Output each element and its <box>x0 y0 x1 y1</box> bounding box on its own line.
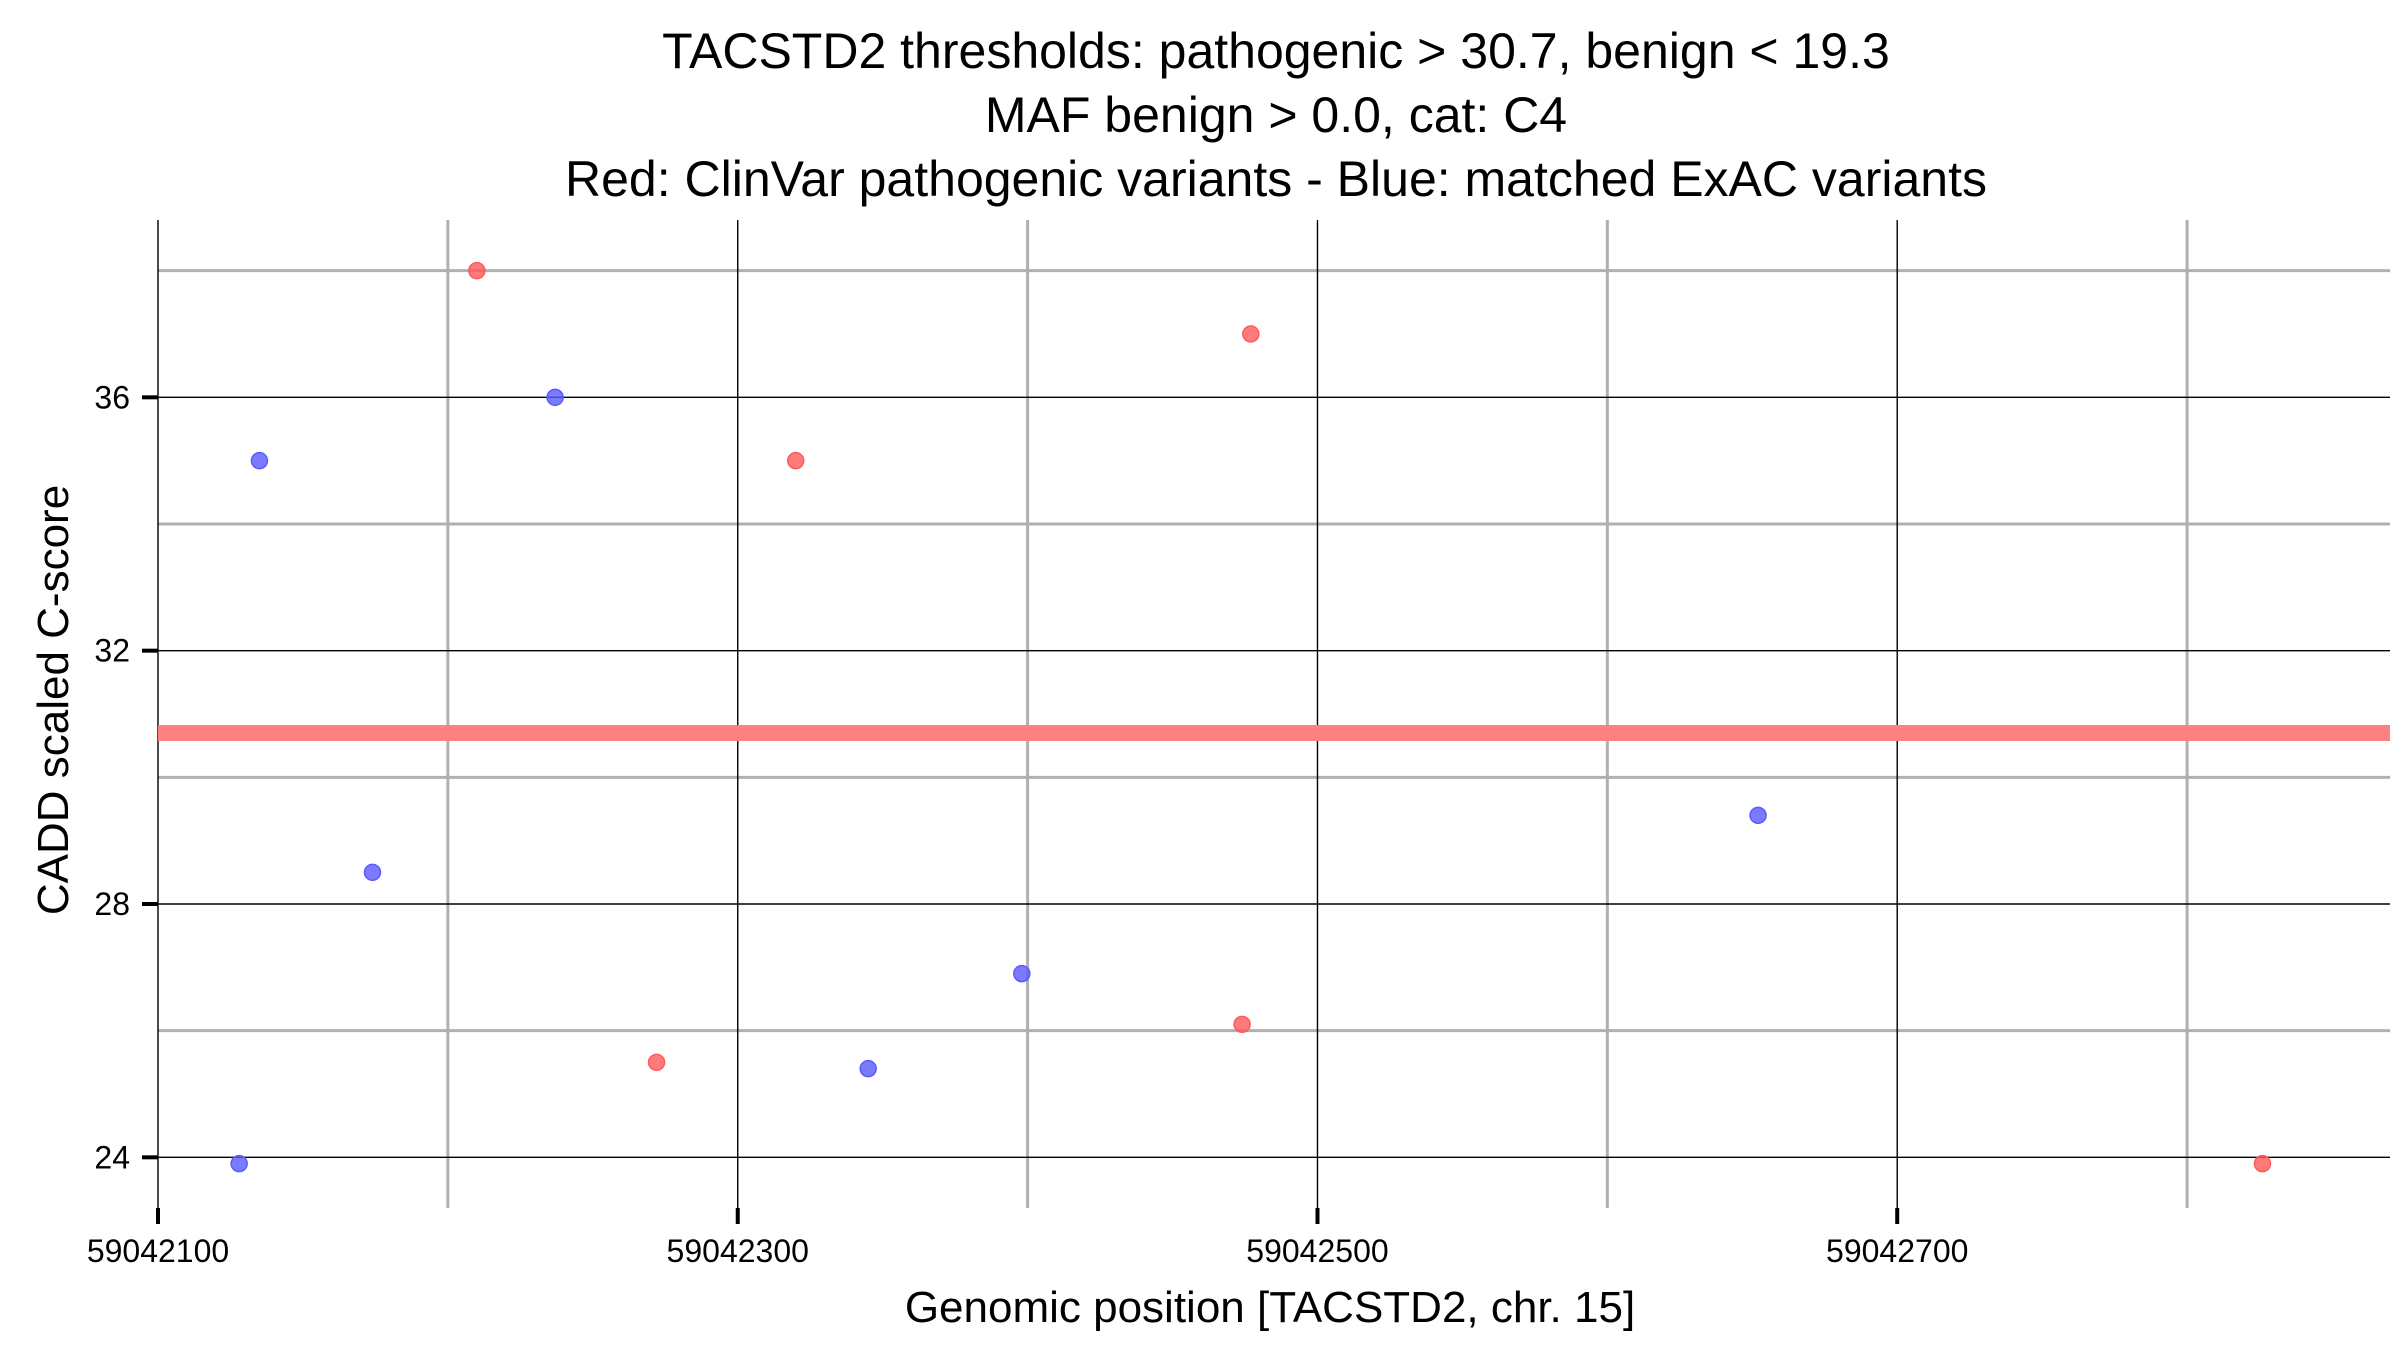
y-tick-label: 24 <box>94 1139 130 1175</box>
exac-variant-point <box>230 1154 248 1173</box>
x-tick-label: 59042300 <box>667 1233 809 1269</box>
y-axis-title: CADD scaled C-score <box>29 485 78 915</box>
exac-variant-point <box>859 1059 877 1078</box>
clinvar-pathogenic-point <box>786 451 805 470</box>
x-tick-label: 59042100 <box>87 1233 229 1269</box>
title-line-3: Red: ClinVar pathogenic variants - Blue:… <box>565 151 1987 207</box>
exac-variant-point <box>250 451 269 470</box>
clinvar-pathogenic-point <box>2253 1154 2272 1173</box>
clinvar-pathogenic-point <box>468 261 486 280</box>
chart-title: TACSTD2 thresholds: pathogenic > 30.7, b… <box>565 23 1987 207</box>
x-tick-label: 59042500 <box>1246 1233 1388 1269</box>
clinvar-pathogenic-point <box>1233 1015 1251 1034</box>
y-axis: 24 28 32 36 <box>94 379 158 1175</box>
title-line-1: TACSTD2 thresholds: pathogenic > 30.7, b… <box>662 23 1890 79</box>
y-tick-label: 28 <box>94 886 130 922</box>
y-tick-label: 36 <box>94 379 130 415</box>
x-tick-label: 59042700 <box>1826 1233 1968 1269</box>
y-tick-label: 32 <box>94 633 130 669</box>
exac-variant-point <box>363 863 382 882</box>
x-axis-title: Genomic position [TACSTD2, chr. 15] <box>905 1283 1635 1332</box>
major-gridlines <box>157 220 2390 1208</box>
clinvar-pathogenic-point <box>647 1053 666 1072</box>
minor-gridlines <box>158 220 2390 1208</box>
exac-variant-point <box>1749 806 1767 825</box>
exac-variant-point <box>546 388 564 407</box>
x-axis: 59042100 59042300 59042500 59042700 <box>87 1208 1968 1269</box>
title-line-2: MAF benign > 0.0, cat: C4 <box>985 87 1567 143</box>
exac-variant-point <box>1013 964 1031 983</box>
data-points <box>230 261 2272 1173</box>
clinvar-pathogenic-point <box>1242 325 1260 343</box>
